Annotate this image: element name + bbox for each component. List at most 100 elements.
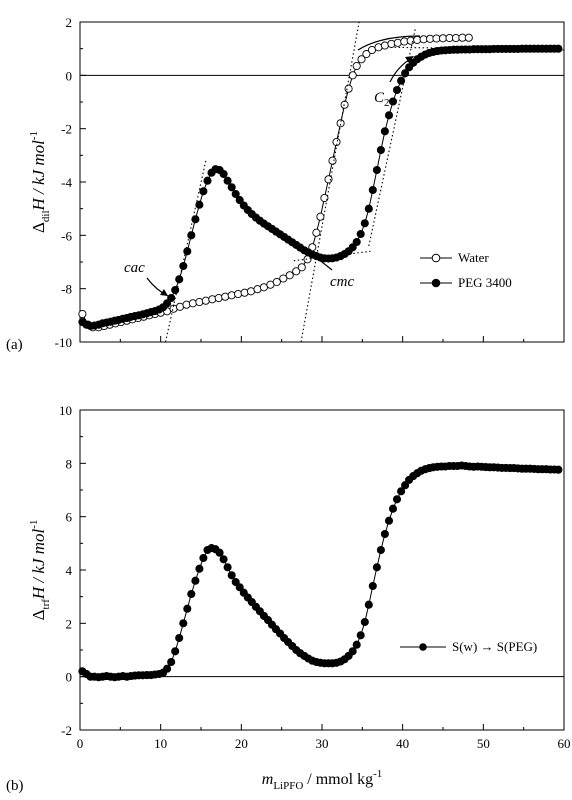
data-point [279, 274, 288, 283]
data-point [368, 581, 377, 591]
data-point [203, 176, 212, 185]
data-point [292, 267, 301, 276]
data-point [392, 495, 402, 504]
y-tick-label: 2 [66, 616, 73, 631]
data-point [393, 38, 402, 47]
y-tick-label: 0 [66, 670, 73, 685]
x-tick-label: 50 [477, 736, 490, 751]
data-point [285, 271, 294, 280]
panel-b-legend: S(w) → S(PEG) [400, 639, 537, 654]
y-tick-label: 6 [66, 510, 73, 525]
data-point [235, 196, 244, 205]
data-point [336, 119, 345, 128]
data-point [195, 297, 204, 307]
data-point [191, 576, 200, 585]
x-tick-label: 60 [558, 736, 571, 751]
data-point [388, 97, 398, 106]
data-point [78, 309, 87, 319]
data-point [332, 137, 341, 147]
data-point [380, 41, 389, 50]
data-point [272, 277, 281, 287]
data-point [175, 633, 184, 643]
y-tick-label: -2 [61, 723, 72, 738]
data-point [380, 127, 389, 136]
panel-a-frame [79, 21, 565, 343]
data-point [464, 33, 473, 42]
data-point [223, 176, 232, 185]
panel-b-label: (b) [6, 778, 24, 794]
data-point [320, 193, 329, 203]
legend-water-marker [431, 253, 441, 263]
legend-transfer-label: S(w) → S(PEG) [452, 639, 537, 654]
y-tick-label: -6 [61, 228, 72, 243]
legend-peg-marker [431, 278, 441, 288]
panel-b-marks [78, 461, 564, 682]
data-point [231, 577, 240, 587]
data-point [191, 215, 200, 224]
panel-b-ylabel-sub: trf [40, 599, 52, 610]
data-point [167, 293, 176, 303]
data-point [179, 261, 188, 271]
data-point [179, 619, 188, 628]
data-point [227, 291, 236, 300]
data-point [360, 617, 369, 627]
data-point [554, 465, 563, 474]
panel-b-ylabel-sup: -1 [28, 520, 40, 529]
data-point [554, 44, 563, 53]
data-point [364, 600, 373, 609]
data-point [348, 71, 357, 80]
data-point [188, 299, 197, 308]
data-point [384, 111, 394, 120]
data-point [208, 295, 217, 304]
panel-a-legend: Water PEG 3400 [420, 250, 512, 290]
panel-a-label: (a) [6, 337, 23, 353]
data-point [235, 583, 244, 592]
data-point [392, 85, 402, 95]
panel-a-ylabel-sub: dil [40, 210, 52, 222]
legend-transfer-marker [419, 643, 427, 651]
panel-a-ylabel-delta: Δ [29, 222, 48, 233]
legend-peg-label: PEG 3400 [458, 275, 512, 290]
panel-a-ylabel-rest: H / kJ mol [29, 140, 48, 212]
data-point [201, 296, 210, 305]
data-point [183, 247, 192, 256]
annotation-cac-arrowhead [160, 289, 168, 296]
panel-b-ylabel-delta: Δ [29, 609, 48, 620]
y-tick-label: 10 [59, 403, 72, 418]
data-point [364, 204, 373, 213]
svg-text:ΔtrfH / kJ mol-1: ΔtrfH / kJ mol-1 [28, 520, 52, 621]
y-tick-label: 2 [66, 15, 73, 30]
data-point [384, 516, 394, 525]
data-point [223, 563, 232, 572]
y-tick-label: 8 [66, 456, 73, 471]
data-point [187, 589, 196, 599]
data-point [397, 487, 406, 496]
data-point [231, 189, 240, 199]
y-tick-label: -10 [55, 335, 72, 350]
data-point [199, 187, 208, 196]
data-point [352, 61, 361, 71]
data-point [360, 219, 369, 228]
data-point [357, 55, 366, 64]
data-point [380, 529, 389, 539]
legend-water-label: Water [458, 250, 489, 265]
x-tick-label: 0 [77, 736, 84, 751]
panel-b-ylabel-rest: H / kJ mol [29, 528, 48, 600]
data-point [348, 243, 357, 252]
data-point [234, 289, 243, 299]
data-point [401, 481, 410, 490]
data-point [376, 545, 385, 555]
panel-a-marks [78, 21, 565, 343]
svg-text:ΔdilH / kJ mol-1: ΔdilH / kJ mol-1 [28, 131, 52, 233]
panel-b-xlabel: mLiPFO / mmol kg-1 [262, 768, 382, 792]
data-point [356, 631, 365, 640]
panel-b-ylabel: ΔtrfH / kJ mol-1 [28, 520, 52, 621]
tangent-line [293, 250, 371, 262]
data-point [183, 604, 192, 613]
data-point [297, 263, 306, 272]
data-point [187, 231, 196, 240]
tangent-line [394, 46, 565, 51]
data-point [171, 285, 180, 295]
